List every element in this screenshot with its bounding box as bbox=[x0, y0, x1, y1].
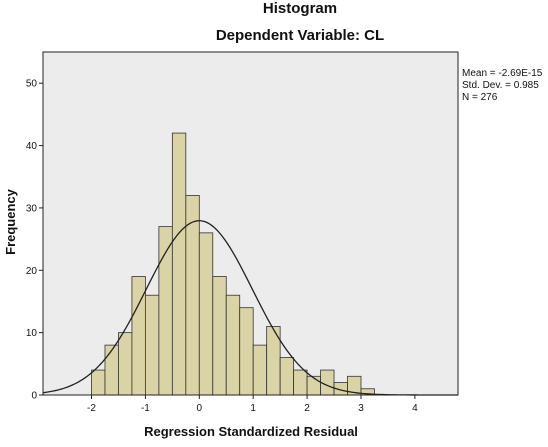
histogram-bar bbox=[91, 369, 106, 396]
histogram-bar bbox=[212, 276, 227, 396]
x-tick-label: 0 bbox=[197, 403, 203, 414]
x-tick-label: 3 bbox=[358, 403, 364, 414]
histogram-bar bbox=[104, 344, 119, 396]
x-tick-label: 1 bbox=[250, 403, 256, 414]
y-tick-label: 30 bbox=[26, 203, 38, 214]
stats-std-dev: Std. Dev. = 0.985 bbox=[462, 80, 539, 91]
histogram-bar bbox=[171, 132, 187, 396]
histogram-bar bbox=[239, 307, 254, 396]
histogram-bar bbox=[252, 344, 268, 396]
histogram-bar bbox=[198, 232, 214, 396]
x-tick-label: -1 bbox=[141, 403, 150, 414]
y-axis-label: Frequency bbox=[3, 188, 18, 255]
y-tick-label: 20 bbox=[26, 266, 38, 277]
stats-mean: Mean = -2.69E-15 bbox=[462, 68, 543, 79]
histogram-bar bbox=[279, 357, 295, 396]
histogram-bar bbox=[293, 369, 308, 396]
histogram-bar bbox=[145, 294, 160, 396]
histogram-bar bbox=[306, 375, 321, 396]
x-tick-label: 4 bbox=[412, 403, 418, 414]
y-tick-label: 40 bbox=[26, 141, 38, 152]
axes-group: 0 10 20 30 40 50 -2 -1 0 1 2 3 4 bbox=[26, 79, 418, 414]
y-tick-label: 10 bbox=[26, 328, 38, 339]
chart-subtitle: Dependent Variable: CL bbox=[216, 27, 384, 44]
x-tick-label: 2 bbox=[304, 403, 310, 414]
bars-group bbox=[91, 132, 375, 396]
plot-frame bbox=[42, 51, 459, 396]
stats-n: N = 276 bbox=[462, 92, 498, 103]
histogram-bar bbox=[225, 294, 241, 396]
chart-title: Histogram bbox=[263, 0, 337, 17]
y-tick-label: 0 bbox=[31, 391, 37, 402]
y-tick-label: 50 bbox=[26, 79, 38, 90]
x-tick-label: -2 bbox=[87, 403, 96, 414]
histogram-bar bbox=[118, 332, 133, 396]
x-axis-label: Regression Standardized Residual bbox=[144, 424, 358, 439]
